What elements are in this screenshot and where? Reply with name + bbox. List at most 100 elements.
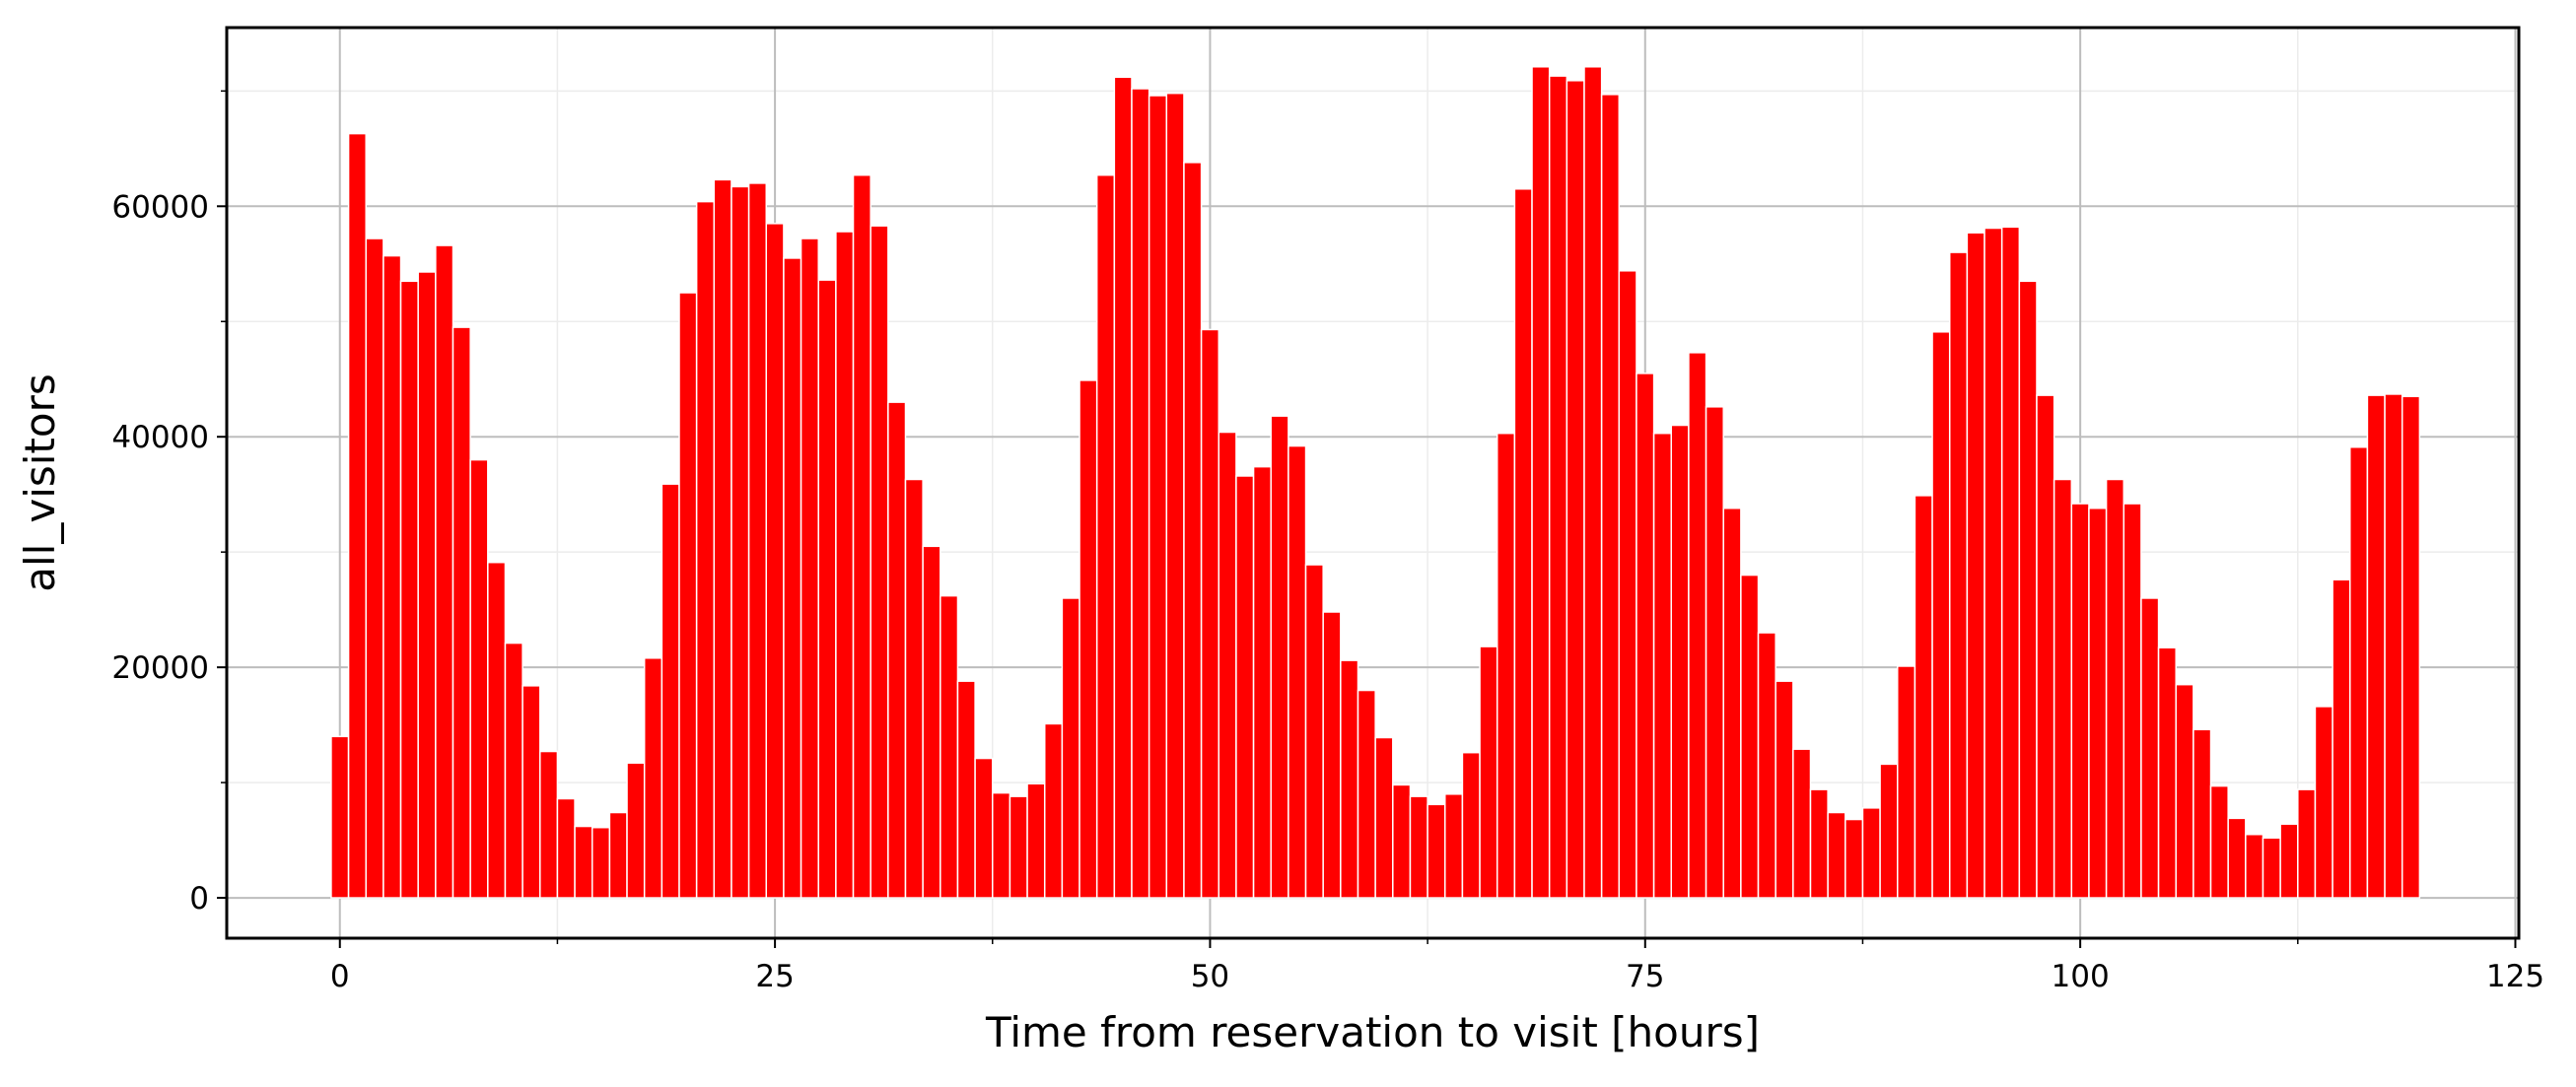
bar [487,561,507,899]
bar [2401,395,2421,899]
bar [1740,574,1760,899]
x-tick-label: 75 [1626,959,1664,994]
bar [852,173,871,899]
bar [2018,280,2038,899]
bar [574,825,593,899]
bar [1322,611,1342,899]
bar [1792,748,1812,899]
bar [2070,503,2090,899]
bar [1043,722,1064,899]
bar [731,185,750,899]
bar [1340,659,1359,899]
bar [1775,680,1794,899]
bar [2279,823,2299,899]
bar [556,797,576,899]
bar [2036,394,2055,899]
bar [2175,683,2194,899]
y-tick-label: 0 [189,881,209,917]
bar [1026,782,1046,899]
bar [1652,432,1673,899]
bar [1948,251,1969,899]
bar [678,292,698,899]
bar [1461,751,1481,899]
y-tick-label: 40000 [111,420,209,455]
bar [940,594,959,899]
plot-frame [225,26,2521,940]
bar [2105,478,2125,899]
bar [2227,817,2247,899]
bar [1861,807,1881,899]
bar [2297,788,2317,899]
bar [365,238,384,899]
y-tick-label: 20000 [111,650,209,686]
bar [1427,803,1446,899]
bar [765,223,785,899]
bar [1148,95,1168,899]
bar [1183,162,1203,899]
bar [2000,226,2021,899]
bar [2053,478,2073,899]
x-axis-label: Time from reservation to visit [hours] [985,1008,1760,1056]
bar [399,280,419,899]
axis-ticks: 0 25 50 75 100 125 0 20000 40000 60000 [111,90,2544,994]
bar [1931,331,1951,899]
bar [1113,76,1133,899]
bar [1513,187,1533,899]
bar [870,225,889,899]
bar [661,483,680,899]
bar [2262,837,2281,899]
bar [956,680,976,899]
bar [1131,88,1150,899]
bar [747,182,768,899]
bar [539,750,559,899]
bar [2366,394,2386,899]
x-tick-label: 25 [755,959,794,994]
y-axis-label: all_visitors [16,374,64,591]
bar [1688,352,1707,899]
bar [1288,444,1307,899]
bar [1722,507,1742,899]
bar [695,200,716,899]
bar [1165,92,1185,899]
bar [1897,665,1916,899]
bar [2314,706,2333,899]
bar [1827,811,1846,899]
bar [1600,94,1621,899]
bar [643,657,663,899]
bar [1705,406,1724,899]
bar [435,244,454,899]
bar [1496,432,1516,899]
bar [469,458,489,899]
bar [2123,503,2142,899]
bar [922,545,941,899]
bar [887,401,907,899]
bar [1304,564,1324,899]
bar [1444,793,1464,899]
bar [1374,736,1394,899]
x-tick-label: 125 [2486,959,2544,994]
x-tick-label: 50 [1191,959,1229,994]
bar [1270,415,1289,899]
bar [1200,328,1220,899]
bar [2332,578,2351,899]
bar [1914,495,1933,899]
bar [1548,75,1568,899]
bar [1984,227,2003,899]
bar [1479,645,1498,899]
bar [591,826,611,899]
bar [1618,270,1637,899]
y-tick-label: 60000 [111,189,209,225]
bars [330,66,2421,899]
bar [2088,507,2108,899]
bar [608,811,628,899]
bar [1252,465,1272,899]
bar [504,642,523,899]
bar [713,178,732,899]
bar [1566,80,1585,899]
bar [2209,784,2229,899]
bar [1357,689,1376,899]
bar [992,791,1011,899]
bar [2193,728,2212,899]
bar [330,735,350,899]
